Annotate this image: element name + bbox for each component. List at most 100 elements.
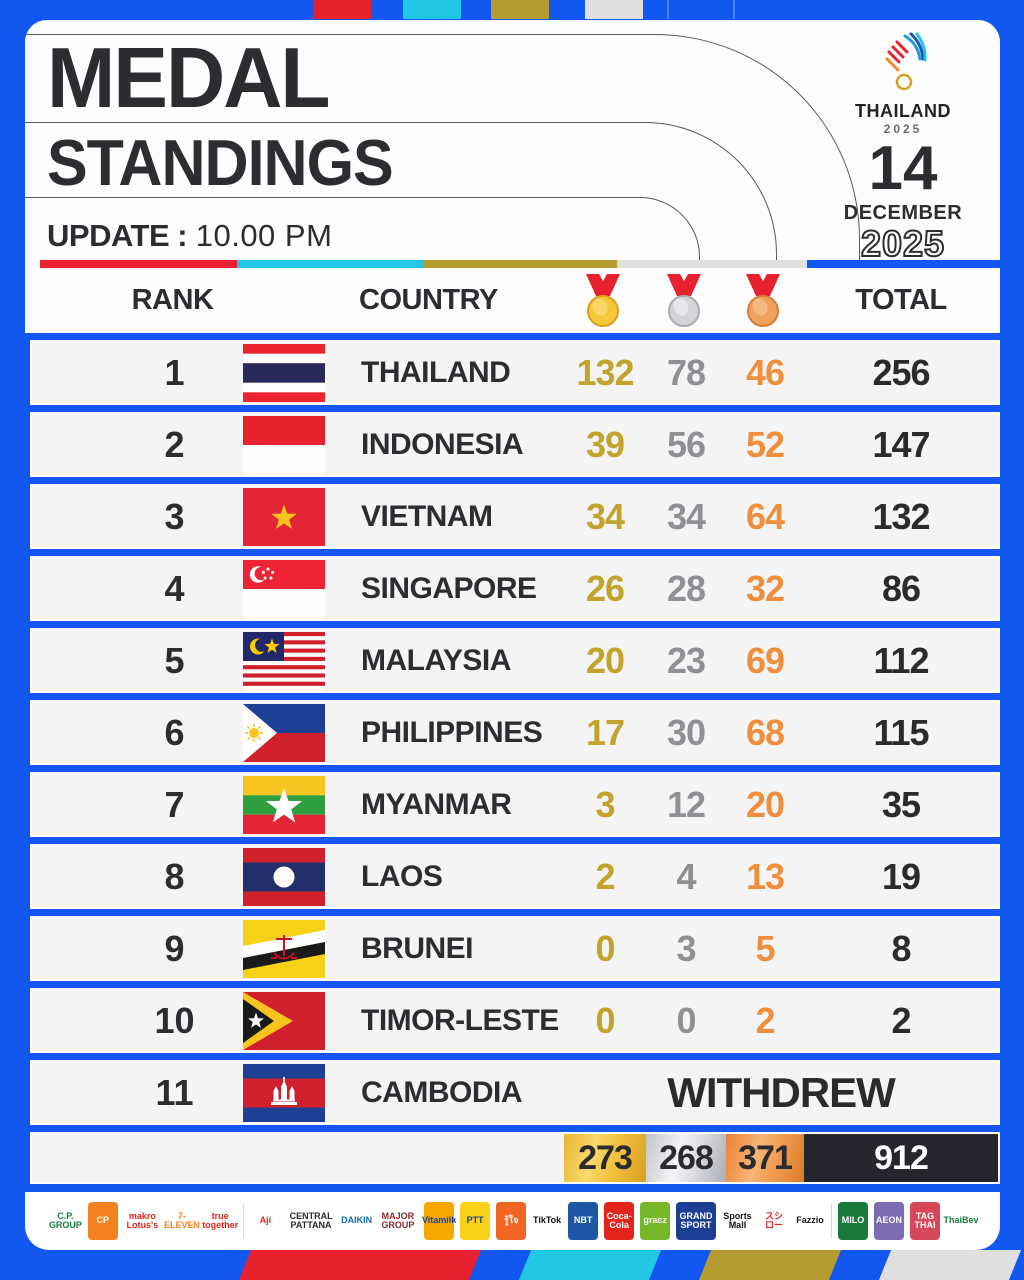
- sponsor-logo-grand-sport: GRAND SPORT: [676, 1202, 716, 1240]
- bronze-count: 2: [755, 999, 775, 1041]
- gold-count: 0: [595, 927, 615, 969]
- rank-value: 9: [164, 927, 185, 969]
- silver-count: 0: [676, 999, 696, 1041]
- update-time-line: UPDATE : 10.00 PM: [47, 218, 393, 254]
- country-name: MALAYSIA: [361, 643, 511, 677]
- silver-count: 30: [666, 711, 706, 753]
- brunei-flag-icon: [237, 919, 329, 978]
- totals-row: 273 268 371 912: [30, 1132, 1000, 1184]
- vietnam-flag-icon: [237, 487, 329, 546]
- bottom-gray-diagonal: [878, 1250, 1022, 1280]
- date-block: 14 DECEMBER 2025: [828, 138, 978, 264]
- total-count: 8: [891, 927, 911, 969]
- standings-rows: 1 THAILAND 132 78 46 256 2 INDONESIA 39 …: [25, 340, 1000, 1125]
- standings-row-cambodia: 11 CAMBODIA WITHDREW: [30, 1060, 1000, 1125]
- date-year-outline: 2025: [860, 223, 946, 264]
- bronze-count: 13: [745, 855, 785, 897]
- country-name: THAILAND: [361, 355, 511, 389]
- sponsor-logo-tiktok: TikTok: [532, 1202, 563, 1240]
- bronze-count: 52: [745, 423, 785, 465]
- bronze-count: 64: [745, 495, 785, 537]
- sponsor-logo-nbt: NBT: [568, 1202, 599, 1240]
- silver-count: 28: [666, 567, 706, 609]
- country-name: PHILIPPINES: [361, 715, 543, 749]
- singapore-flag-icon: [237, 559, 329, 618]
- main-card: MEDAL STANDINGS UPDATE : 10.00 PM: [25, 20, 1000, 1250]
- sponsor-logo-tag-thai: TAG THAI: [910, 1202, 941, 1240]
- sponsor-logo-daikin: DAIKIN: [341, 1202, 372, 1240]
- sponsor-logo-vitamilk: Vitamilk: [422, 1202, 456, 1240]
- bronze-count: 5: [755, 927, 775, 969]
- sponsor-logo-thaibev: ThaiBev: [944, 1202, 979, 1240]
- color-stripe: [40, 260, 1000, 268]
- rank-value: 1: [164, 351, 185, 393]
- total-count: 2: [891, 999, 911, 1041]
- total-count: 115: [873, 711, 929, 753]
- gold-count: 39: [585, 423, 625, 465]
- silver-medal-icon: [644, 273, 724, 329]
- sponsor-logo-major-group: MAJOR GROUP: [377, 1202, 419, 1240]
- sponsor-logo-coca-cola: Coca-Cola: [604, 1202, 635, 1240]
- total-count: 112: [873, 639, 929, 681]
- sponsor-divider: [831, 1204, 833, 1238]
- myanmar-flag-icon: [237, 775, 329, 834]
- sponsor-logo-aeon: AEON: [874, 1202, 905, 1240]
- event-logo-block: THAILAND 2025: [828, 32, 978, 136]
- total-count: 35: [881, 783, 921, 825]
- gold-count: 3: [595, 783, 615, 825]
- rank-value: 2: [164, 423, 185, 465]
- silver-count: 12: [666, 783, 706, 825]
- rank-value: 3: [164, 495, 185, 537]
- country-name: VIETNAM: [361, 499, 493, 533]
- laos-flag-icon: [237, 847, 329, 906]
- bronze-count: 68: [745, 711, 785, 753]
- top-gold-block: [491, 0, 549, 19]
- country-name: TIMOR-LESTE: [361, 1003, 559, 1037]
- silver-count: 23: [666, 639, 706, 681]
- bottom-gold-diagonal: [698, 1250, 842, 1280]
- silver-count: 4: [676, 855, 696, 897]
- sponsor-logo-true: true together: [202, 1202, 238, 1240]
- rank-value: 7: [164, 783, 185, 825]
- column-header-country: COUNTRY: [359, 284, 498, 316]
- sponsor-logo-cp-group: C.P. GROUP: [49, 1202, 82, 1240]
- table-header-row: RANK COUNTRY TOTAL: [30, 268, 1000, 333]
- sponsor-logo-ptt: PTT: [460, 1202, 491, 1240]
- thailand-flag-icon: [237, 343, 329, 402]
- bronze-medal-icon: [724, 273, 802, 329]
- rank-value: 5: [164, 639, 185, 681]
- sponsor-logo-fazzio: Fazzio: [795, 1202, 826, 1240]
- sponsors-footer: C.P. GROUP CP makro Lotus's 7-ELEVEN true to…: [25, 1192, 1000, 1250]
- total-gold-count: 273: [564, 1134, 646, 1182]
- silver-count: 78: [666, 351, 706, 393]
- total-count: 132: [872, 495, 930, 537]
- sponsor-logo-sushiro: スシロー: [759, 1202, 790, 1240]
- top-decoration-strip: [0, 0, 1024, 19]
- top-cyan-block: [403, 0, 461, 19]
- column-header-rank: RANK: [131, 284, 214, 316]
- stripe-blue: [807, 260, 1000, 268]
- update-time: 10.00 PM: [195, 218, 333, 254]
- stripe-cyan: [236, 260, 424, 268]
- total-count: 147: [872, 423, 930, 465]
- sponsor-logo-cp: CP: [87, 1202, 118, 1240]
- standings-row-thailand: 1 THAILAND 132 78 46 256: [30, 340, 1000, 405]
- sponsor-logo-ajinomoto: Aji: [250, 1202, 281, 1240]
- top-gray-block: [585, 0, 643, 19]
- total-bronze-count: 371: [726, 1134, 804, 1182]
- standings-row-philippines: 6 PHILIPPINES 17 30 68 115: [30, 700, 1000, 765]
- page-title-line2: STANDINGS: [47, 126, 394, 199]
- bottom-cyan-diagonal: [518, 1250, 662, 1280]
- country-name: BRUNEI: [361, 931, 474, 965]
- top-divider-line: [667, 0, 669, 19]
- country-name: MYANMAR: [361, 787, 512, 821]
- standings-row-singapore: 4 SINGAPORE 26 28 32 86: [30, 556, 1000, 621]
- title-block: MEDAL STANDINGS UPDATE : 10.00 PM: [47, 33, 394, 254]
- event-name: THAILAND: [855, 101, 951, 121]
- gold-count: 132: [576, 351, 634, 393]
- bronze-count: 69: [745, 639, 785, 681]
- total-count: 19: [881, 855, 921, 897]
- update-label: UPDATE :: [47, 218, 188, 254]
- event-year: 2025: [883, 122, 923, 136]
